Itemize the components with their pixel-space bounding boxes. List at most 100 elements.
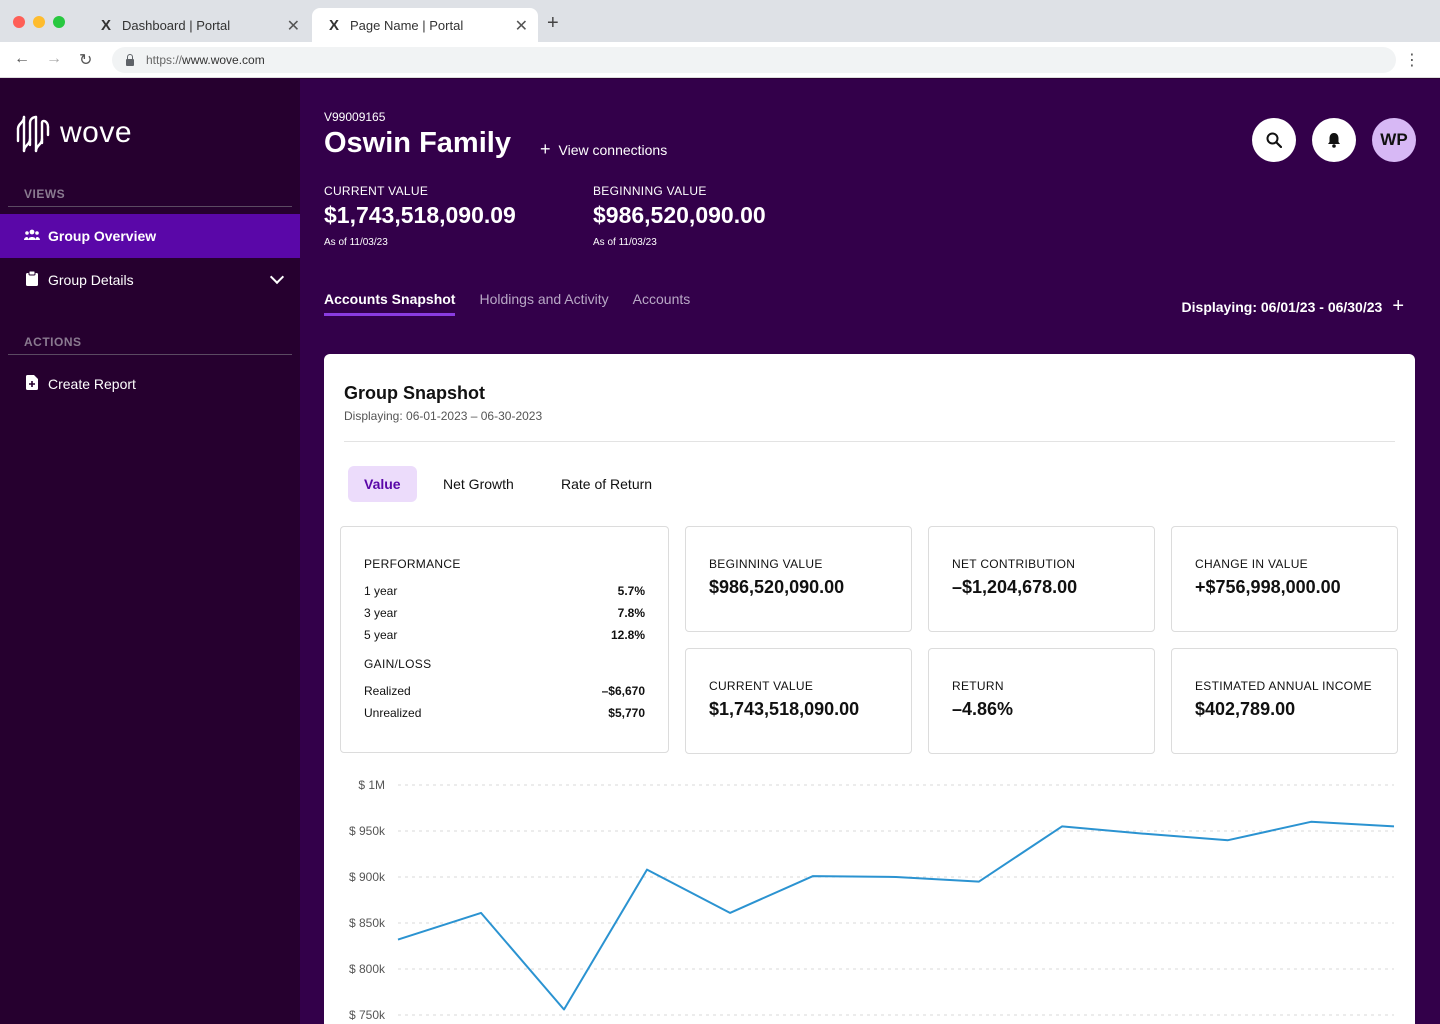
sidebar-item-create-report[interactable]: Create Report (0, 362, 300, 406)
series-line (397, 820, 1395, 1011)
wove-logo[interactable]: wove (16, 111, 132, 155)
beginning-value-label: BEGINNING VALUE (593, 184, 707, 198)
notifications-button[interactable] (1312, 118, 1356, 162)
file-plus-icon (24, 375, 40, 393)
stat-label: NET CONTRIBUTION (952, 557, 1076, 571)
stat-value: $402,789.00 (1195, 699, 1296, 719)
browser-tab-bar: X Dashboard | Portal ✕ X Page Name | Por… (0, 0, 1440, 42)
date-range-selector[interactable]: Displaying: 06/01/23 - 06/30/23 + (1182, 295, 1404, 318)
gainloss-value: $5,770 (608, 706, 645, 720)
browser-tab-page[interactable]: X Page Name | Portal ✕ (312, 8, 538, 42)
stat-value: –$1,204,678.00 (952, 577, 1078, 597)
window-maximize-button[interactable] (53, 16, 65, 28)
tab-close-icon[interactable]: ✕ (514, 18, 528, 35)
view-connections-button[interactable]: + View connections (540, 139, 667, 160)
performance-row: 1 year 5.7% (364, 584, 645, 598)
divider (8, 206, 292, 207)
browser-menu-icon[interactable]: ⋮ (1404, 52, 1420, 69)
reload-icon[interactable]: ↻ (79, 52, 93, 69)
current-value: $1,743,518,090.09 (324, 202, 516, 228)
performance-period: 5 year (364, 628, 398, 642)
tab-accounts[interactable]: Accounts (632, 291, 691, 307)
page-title: Oswin Family (324, 127, 511, 159)
search-button[interactable] (1252, 118, 1296, 162)
tab-accounts-snapshot[interactable]: Accounts Snapshot (324, 291, 456, 316)
tab-close-icon[interactable]: ✕ (286, 18, 300, 35)
stat-tile-change-in-value: CHANGE IN VALUE +$756,998,000.00 (1171, 526, 1398, 632)
y-tick-label: $ 850k (349, 916, 386, 930)
group-snapshot-card: Group Snapshot Displaying: 06-01-2023 – … (324, 354, 1415, 1024)
card-subtitle: Displaying: 06-01-2023 – 06-30-2023 (344, 409, 543, 423)
performance-heading: PERFORMANCE (364, 557, 461, 571)
divider (8, 354, 292, 355)
gainloss-type: Unrealized (364, 706, 422, 720)
stat-tile-current-value: CURRENT VALUE $1,743,518,090.00 (685, 648, 912, 754)
users-icon (24, 229, 40, 244)
stat-tile-net-contribution: NET CONTRIBUTION –$1,204,678.00 (928, 526, 1155, 632)
browser-tab-dashboard[interactable]: X Dashboard | Portal ✕ (90, 8, 310, 42)
date-range-label: Displaying: 06/01/23 - 06/30/23 (1181, 298, 1383, 315)
search-icon (1266, 132, 1282, 148)
current-value-asof: As of 11/03/23 (324, 237, 388, 248)
segment-rate-of-return[interactable]: Rate of Return (561, 476, 653, 492)
performance-value: 12.8% (610, 628, 645, 642)
performance-row: 5 year 12.8% (364, 628, 645, 642)
stat-tile-return: RETURN –4.86% (928, 648, 1155, 754)
sidebar-item-label: Group Overview (48, 228, 157, 244)
sidebar: wove VIEWS Group Overview Group Details … (0, 79, 300, 1024)
card-title: Group Snapshot (344, 383, 485, 403)
tab-holdings-and-activity[interactable]: Holdings and Activity (479, 291, 609, 307)
y-tick-label: $ 900k (349, 870, 386, 884)
segment-value[interactable]: Value (348, 466, 417, 502)
stat-label: CURRENT VALUE (709, 679, 814, 693)
clipboard-icon (24, 270, 40, 289)
plus-icon: + (540, 139, 551, 159)
segment-net-growth[interactable]: Net Growth (443, 476, 514, 492)
current-value-label: CURRENT VALUE (324, 184, 429, 198)
divider (344, 441, 1395, 442)
x-logo-icon: X (328, 16, 339, 34)
gainloss-value: –$6,670 (601, 684, 645, 698)
performance-value: 5.7% (617, 584, 645, 598)
performance-value: 7.8% (617, 606, 645, 620)
lock-icon (126, 53, 134, 66)
actions-section-label: ACTIONS (24, 335, 82, 349)
plus-icon[interactable]: + (1392, 295, 1404, 317)
logo-text: wove (60, 116, 133, 149)
forward-arrow-icon[interactable]: → (46, 50, 62, 67)
wove-wave-icon (16, 115, 50, 153)
beginning-value: $986,520,090.00 (593, 202, 766, 228)
beginning-value-asof: As of 11/03/23 (593, 237, 657, 248)
y-tick-label: $ 950k (349, 824, 386, 838)
sidebar-item-group-overview[interactable]: Group Overview (0, 214, 300, 258)
stat-label: CHANGE IN VALUE (1195, 557, 1308, 571)
stat-value: $1,743,518,090.00 (709, 699, 860, 719)
stat-label: BEGINNING VALUE (709, 557, 823, 571)
browser-address-bar: ← → ↻ https://www.wove.com ⋮ (0, 42, 1440, 78)
performance-tile: PERFORMANCE 1 year 5.7% 3 year 7.8% 5 ye… (340, 526, 669, 753)
tab-title: Dashboard | Portal (122, 17, 231, 33)
stat-tile-beginning-value: BEGINNING VALUE $986,520,090.00 (685, 526, 912, 632)
stat-tile-estimated-annual-income: ESTIMATED ANNUAL INCOME $402,789.00 (1171, 648, 1398, 754)
sidebar-item-label: Create Report (48, 376, 136, 392)
back-arrow-icon[interactable]: ← (14, 50, 30, 67)
sidebar-item-group-details[interactable]: Group Details (0, 258, 300, 302)
chevron-down-icon[interactable] (269, 269, 285, 285)
y-tick-label: $ 800k (349, 962, 386, 976)
sidebar-item-label: Group Details (48, 272, 134, 288)
url-input[interactable]: https://www.wove.com (112, 47, 1396, 73)
y-tick-label: $ 750k (349, 1008, 386, 1022)
url-host: www.wove.com (182, 53, 265, 67)
new-tab-icon[interactable]: + (547, 12, 559, 34)
window-close-button[interactable] (13, 16, 25, 28)
performance-period: 1 year (364, 584, 398, 598)
value-line-chart: $ 1M $ 950k $ 900k $ 850k $ 800k $ 750k (349, 778, 1395, 1022)
stat-value: +$756,998,000.00 (1195, 577, 1341, 597)
bell-icon (1328, 133, 1340, 148)
performance-row: 3 year 7.8% (364, 606, 645, 620)
account-id: V99009165 (324, 110, 386, 124)
performance-period: 3 year (364, 606, 398, 620)
avatar[interactable]: WP (1372, 118, 1416, 162)
gainloss-heading: GAIN/LOSS (364, 657, 432, 671)
window-minimize-button[interactable] (33, 16, 45, 28)
